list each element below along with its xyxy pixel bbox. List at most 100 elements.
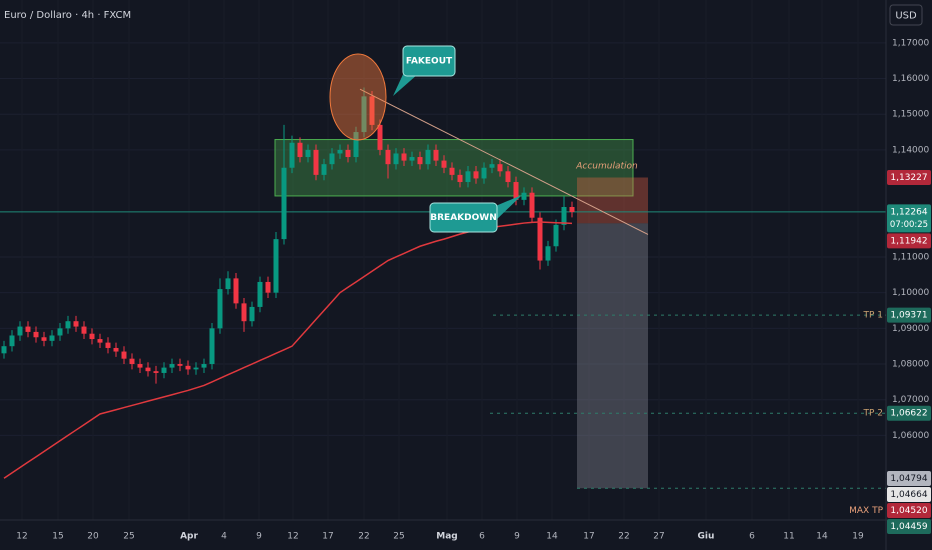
- currency-button[interactable]: [889, 4, 923, 26]
- candle-body: [169, 364, 175, 368]
- candle-body: [385, 149, 391, 165]
- candle-body: [505, 171, 511, 183]
- x-tick-label: 9: [256, 532, 262, 542]
- candle-body: [457, 174, 463, 183]
- candle-body: [81, 326, 87, 334]
- x-tick-label: 17: [322, 532, 333, 542]
- candle-body: [337, 149, 343, 154]
- callout-box: [429, 202, 498, 233]
- candle-body: [545, 246, 551, 261]
- x-tick-label: 11: [783, 532, 794, 542]
- candle-body: [289, 142, 295, 168]
- y-tick-label: 1,06000: [892, 431, 929, 441]
- price-tag: [887, 204, 931, 233]
- y-tick-label: 1,08000: [892, 360, 929, 370]
- x-tick-label: 22: [358, 532, 369, 542]
- candle-body: [113, 347, 119, 352]
- candle-body: [521, 192, 527, 200]
- price-tag-label: 1,09371: [890, 311, 927, 321]
- x-tick-label: 6: [749, 532, 755, 542]
- candle-body: [329, 153, 335, 165]
- candle-body: [17, 326, 23, 336]
- trendline: [359, 88, 649, 235]
- candle-body: [409, 157, 415, 161]
- y-tick-label: 1,17000: [892, 38, 929, 48]
- candle-body: [225, 278, 231, 290]
- candle-body: [313, 149, 319, 175]
- candle-body: [241, 303, 247, 322]
- candle-body: [193, 367, 199, 370]
- candle-body: [145, 367, 151, 372]
- x-tick-label: 14: [816, 532, 828, 542]
- x-tick-label: 12: [16, 532, 27, 542]
- candle-body: [569, 207, 575, 212]
- x-tick-label: 22: [618, 532, 629, 542]
- candle-body: [89, 333, 95, 340]
- stop-zone: [577, 177, 648, 224]
- y-tick-label: 1,11000: [892, 252, 929, 262]
- candle-body: [369, 96, 375, 125]
- y-tick-label: 1,16000: [892, 74, 929, 84]
- candle-body: [465, 171, 471, 183]
- candle-body: [57, 328, 63, 336]
- candle-body: [97, 339, 103, 343]
- grid: [0, 42, 886, 436]
- level-label: TP 1: [862, 311, 883, 321]
- candle-body: [481, 167, 487, 179]
- y-tick-label: 1,10000: [892, 288, 929, 298]
- x-tick-label: 20: [87, 532, 99, 542]
- x-tick-label: 15: [52, 532, 63, 542]
- fakeout-circle: [329, 53, 387, 141]
- candle-body: [209, 328, 215, 365]
- candle-body: [265, 281, 271, 293]
- candle-body: [305, 149, 311, 158]
- candle-body: [185, 365, 191, 370]
- price-axis: 1,17000 1,16000 1,15000 1,14000 1,11000 1,100…: [16, 38, 931, 542]
- price-tag-label: 1,06622: [890, 409, 927, 419]
- candle-body: [425, 149, 431, 165]
- candle-body: [529, 192, 535, 218]
- x-tick-label: 17: [583, 532, 594, 542]
- x-tick-label: 9: [514, 532, 520, 542]
- candle-body: [281, 167, 287, 240]
- candle-body: [353, 132, 359, 158]
- price-tag-label: 1,04664: [890, 490, 927, 500]
- price-tag: [887, 169, 931, 185]
- candle-body: [9, 335, 15, 347]
- candle-body: [129, 358, 135, 365]
- candle-body: [121, 351, 127, 359]
- price-tag: [887, 233, 931, 249]
- candle-body: [345, 149, 351, 158]
- candle-body: [449, 167, 455, 175]
- candle-body: [161, 367, 167, 373]
- price-tag-label: 1,04794: [890, 474, 927, 484]
- candle-body: [49, 335, 55, 341]
- x-tick-label: 27: [653, 532, 664, 542]
- currency-label[interactable]: USD: [895, 11, 917, 22]
- candle-body: [441, 160, 447, 168]
- y-tick-label: 1,14000: [892, 145, 929, 155]
- candle-body: [561, 207, 567, 225]
- x-tick-label: 14: [546, 532, 558, 542]
- candle-body: [393, 153, 399, 165]
- candle-body: [137, 364, 143, 368]
- x-tick-label: 6: [479, 532, 485, 542]
- price-tag-label: 1,04459: [890, 522, 927, 532]
- symbol-title: Euro / Dollaro · 4h · FXCM: [4, 10, 131, 21]
- candle-body: [177, 364, 183, 366]
- candle-body: [65, 321, 71, 329]
- candle-body: [233, 278, 239, 304]
- callout-text: BREAKDOWN: [430, 213, 496, 223]
- x-tick-label: 25: [123, 532, 134, 542]
- price-tag: [887, 405, 931, 421]
- candle-body: [513, 182, 519, 200]
- candle-body: [153, 371, 159, 373]
- x-tick-label: 25: [393, 532, 404, 542]
- callout-text: FAKEOUT: [406, 57, 453, 67]
- y-tick-label: 1,09000: [892, 324, 929, 334]
- price-tag-countdown: 07:00:25: [890, 220, 928, 230]
- price-tag: [887, 486, 931, 502]
- candle-body: [473, 171, 479, 179]
